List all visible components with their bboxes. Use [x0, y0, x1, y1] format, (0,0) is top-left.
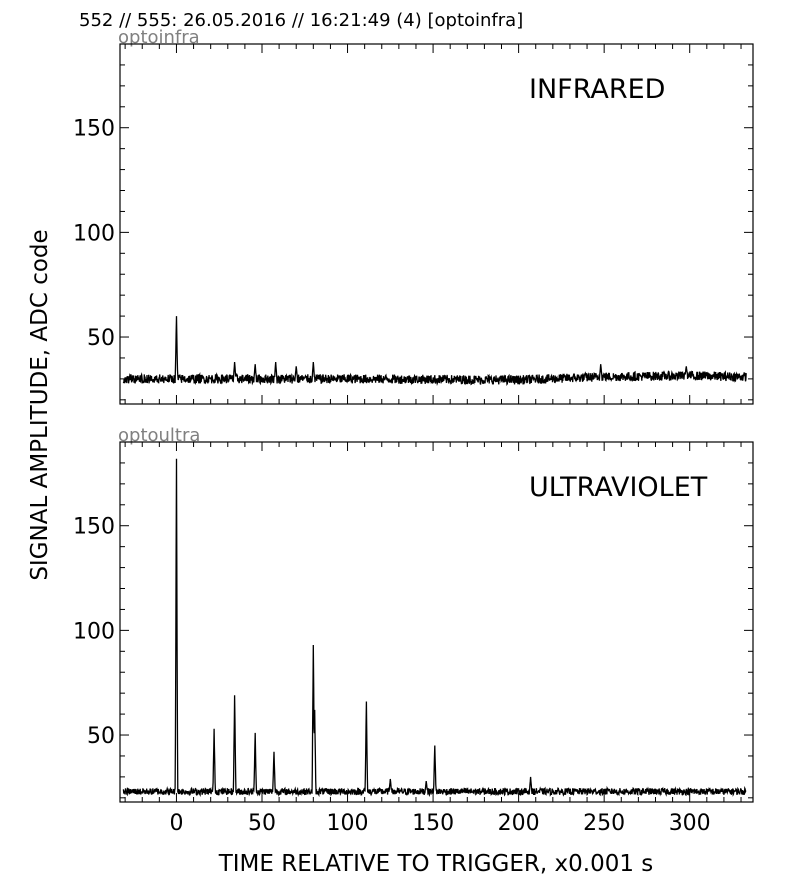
y-tick-label: 150	[73, 117, 115, 142]
x-tick-label: 250	[583, 811, 625, 836]
panel-label: ULTRAVIOLET	[529, 472, 708, 503]
y-axis-label: SIGNAL AMPLITUDE, ADC code	[27, 229, 53, 580]
y-tick-label: 150	[73, 515, 115, 540]
y-tick-label: 100	[73, 619, 115, 644]
corner-label: optoinfra	[118, 27, 200, 48]
y-tick-label: 50	[87, 724, 115, 749]
x-axis-label: TIME RELATIVE TO TRIGGER, x0.001 s	[218, 851, 654, 877]
figure-title: 552 // 555: 26.05.2016 // 16:21:49 (4) […	[79, 10, 523, 31]
signal-trace	[122, 458, 747, 798]
y-tick-label: 100	[73, 221, 115, 246]
y-tick-label: 50	[87, 326, 115, 351]
axes-frame	[119, 43, 754, 405]
x-tick-label: 100	[327, 811, 369, 836]
x-tick-label: 150	[412, 811, 454, 836]
axes-frame	[119, 441, 754, 803]
x-tick-label: 200	[498, 811, 540, 836]
ultraviolet-panel: optoultra 0 50 100 150 200 250 300 50 100 150 ULTRA…	[73, 425, 754, 836]
infrared-panel: optoinfra 50 100 150 INFRARED	[73, 27, 754, 405]
x-tick-label: 0	[169, 811, 183, 836]
corner-label: optoultra	[118, 425, 200, 446]
x-tick-label: 50	[248, 811, 276, 836]
signal-trace	[122, 316, 747, 387]
panel-label: INFRARED	[529, 74, 665, 105]
x-tick-label: 300	[669, 811, 711, 836]
